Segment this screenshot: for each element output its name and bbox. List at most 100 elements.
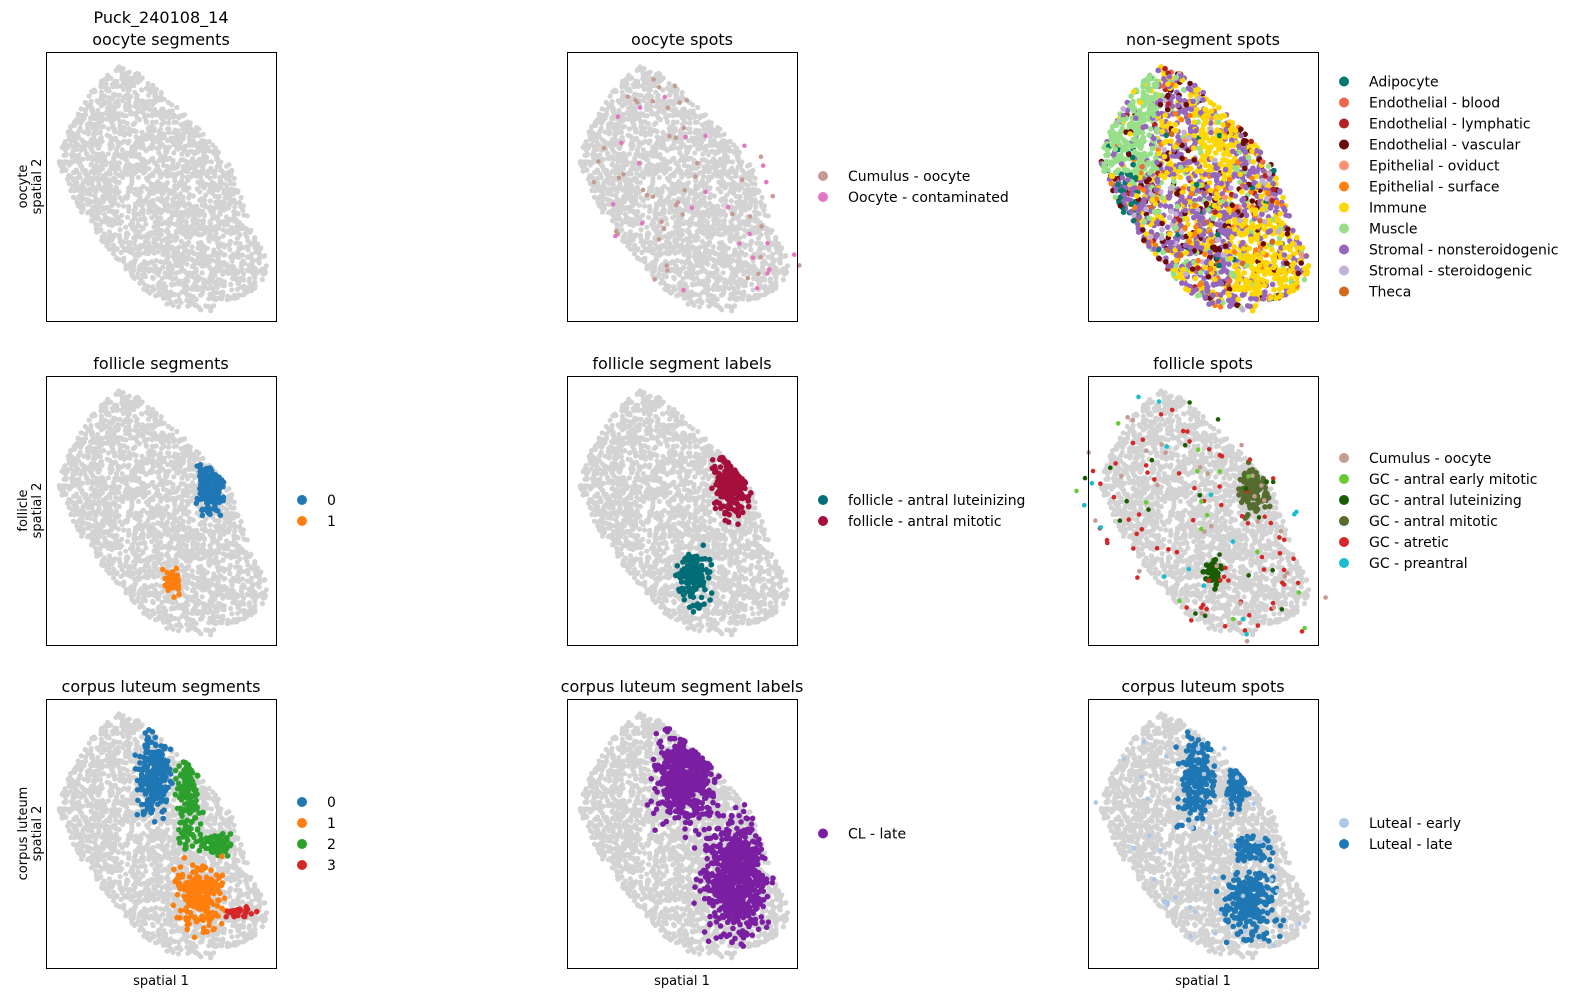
background-spot [642,132,648,138]
background-spot [638,195,644,201]
background-spot [190,217,196,223]
background-spot [110,251,117,257]
background-spot [88,162,94,168]
background-spot [179,252,185,258]
background-spot [627,234,633,240]
background-spot [660,129,666,135]
background-spot [170,276,176,282]
background-spot [222,195,228,201]
highlight-spot [765,271,770,276]
background-spot [145,87,151,93]
background-spot [189,249,196,255]
background-spot [680,191,686,198]
background-spot [642,138,648,144]
background-spot [218,241,224,247]
background-spot [87,191,93,197]
background-spot [95,143,102,149]
background-spot [116,172,122,178]
highlight-spot [652,277,657,282]
background-spot [671,275,677,282]
background-spot [754,200,760,206]
background-spot [229,287,235,293]
background-spot [701,194,707,200]
highlight-spot [747,231,752,237]
background-spot [707,255,713,262]
background-spot [164,195,170,201]
background-spot [655,244,661,250]
highlight-spot [650,194,656,199]
background-spot [164,301,170,307]
background-spot [172,291,178,298]
background-spot [150,82,156,89]
highlight-spot [619,140,624,146]
highlight-spot [633,97,638,103]
background-spot [210,286,216,292]
background-spot [184,152,191,158]
background-spot [732,247,738,253]
highlight-spot [759,224,764,229]
background-spot [145,92,152,98]
background-spot [183,159,189,165]
background-spot [241,212,247,218]
background-spot [158,232,164,238]
background-spot [176,269,183,275]
background-spot [697,180,704,186]
background-spot [171,150,177,156]
background-spot [224,182,230,189]
background-spot [91,115,97,121]
background-spot [192,133,198,139]
highlight-spot [625,94,631,99]
background-spot [628,197,634,203]
background-spot [263,263,269,269]
background-spot [248,227,254,234]
highlight-spot [665,268,670,273]
background-spot [729,165,735,171]
background-spot [99,187,105,193]
background-spot [650,218,656,224]
background-spot [658,117,664,123]
background-spot [754,228,760,235]
background-spot [618,129,625,136]
background-spot [125,166,131,172]
highlight-spot [682,188,687,193]
background-spot [651,122,657,128]
background-spot [215,218,221,224]
background-spot [248,251,255,257]
background-spot [211,234,217,240]
background-spot [677,110,683,116]
background-spot [733,173,739,179]
background-spot [119,154,125,160]
background-spot [126,138,132,144]
background-spot [610,105,616,111]
background-spot [97,164,103,170]
background-spot [665,175,671,181]
background-spot [738,206,745,212]
highlight-spot [725,204,731,210]
background-spot [735,183,741,189]
background-spot [777,251,784,257]
background-spot [692,195,698,201]
background-spot [175,222,181,228]
background-spot [618,164,624,170]
background-spot [661,110,667,116]
highlight-spot [756,271,761,277]
background-spot [612,129,618,135]
background-spot [750,264,756,271]
highlight-spot [747,214,753,219]
background-spot [695,104,701,111]
background-spot [597,117,603,123]
background-spot [85,131,91,137]
background-spot [741,292,747,298]
background-spot [697,143,703,149]
highlight-spot [610,202,616,207]
background-spot [725,171,731,177]
background-spot [64,159,71,165]
background-spot [607,93,613,99]
background-spot [195,274,201,280]
background-spot [85,172,92,178]
background-spot [681,106,687,112]
background-spot [624,162,630,168]
background-spot [720,202,726,208]
